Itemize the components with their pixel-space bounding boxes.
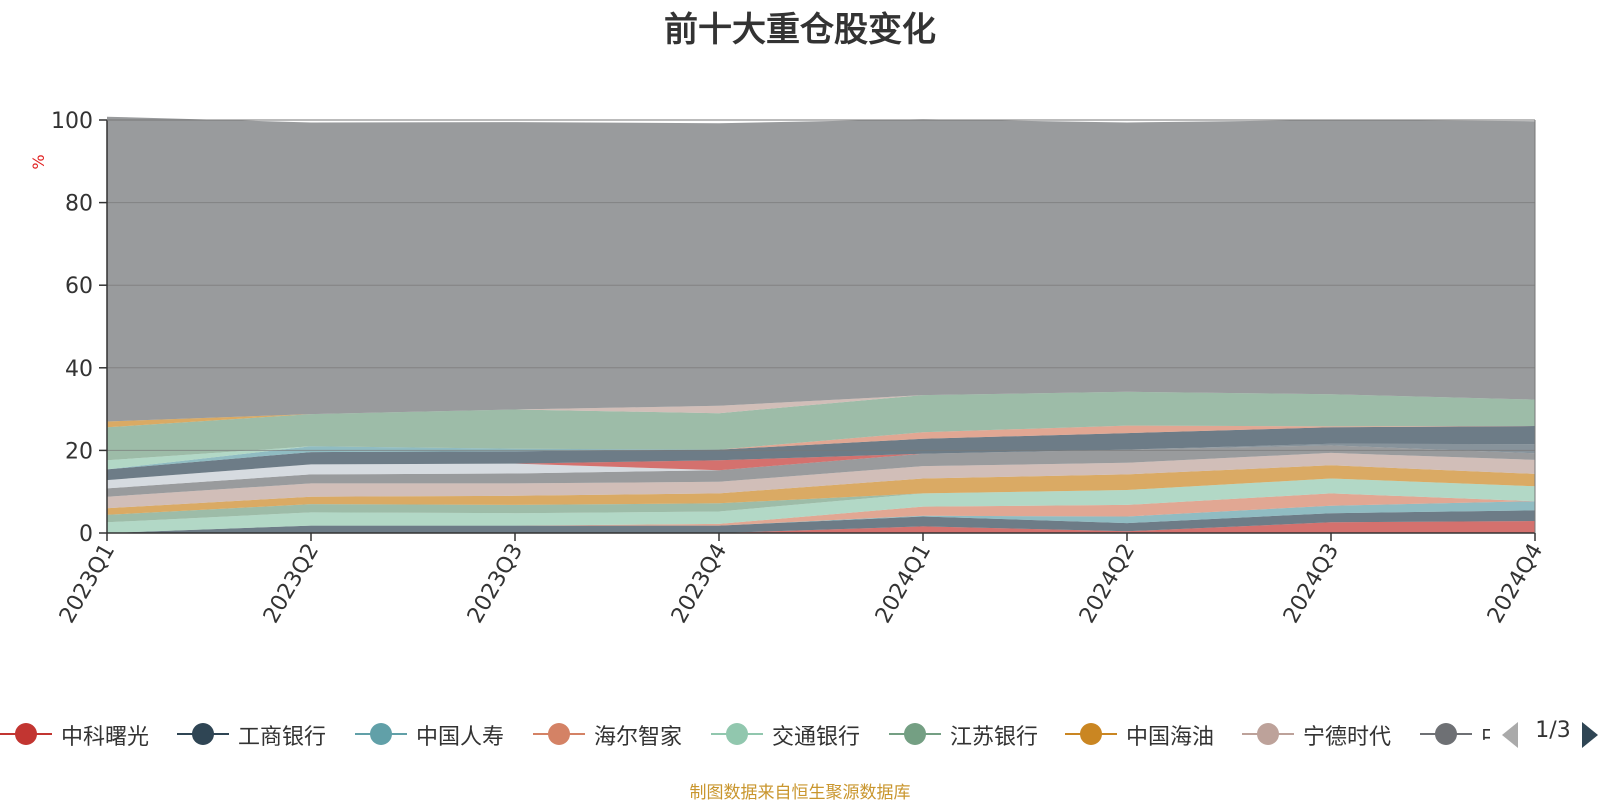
y-axis-unit-label: % (29, 154, 48, 169)
y-tick-label: 100 (51, 109, 93, 134)
legend-marker-icon (1242, 723, 1294, 745)
legend-prev-page-icon[interactable] (1500, 720, 1520, 750)
series-area-20 (107, 116, 1535, 422)
legend-marker-icon (711, 723, 763, 745)
legend-marker-icon (1420, 723, 1472, 745)
legend-label: 中国平安 (1481, 719, 1490, 751)
series-area-17 (107, 391, 1535, 461)
legend-marker-icon (1065, 723, 1117, 745)
series-area-7 (107, 465, 1535, 515)
legend-next-page-icon[interactable] (1580, 720, 1600, 750)
legend-marker-icon (533, 723, 585, 745)
legend-label: 中科曙光 (61, 725, 150, 750)
series-area-12 (107, 443, 1535, 481)
x-tick-label: 2023Q1 (55, 540, 120, 628)
legend: 中科曙光 工商银行 中国人寿 海尔智家 交通银行 江苏银行 中国海油 宁德时代 中国平安 (0, 714, 1490, 754)
series-area-3 (107, 501, 1535, 533)
y-tick-label: 20 (65, 439, 93, 464)
legend-marker-icon (177, 723, 229, 745)
legend-label: 中国海油 (1126, 725, 1215, 750)
series-area-14 (107, 426, 1535, 470)
legend-label: 工商银行 (238, 725, 327, 750)
legend-label: 宁德时代 (1303, 725, 1392, 750)
legend-page-indicator: 1/3 (1535, 718, 1571, 743)
legend-label: 海尔智家 (594, 725, 683, 750)
series-area-5 (107, 478, 1535, 533)
y-tick-label: 60 (65, 274, 93, 299)
legend-marker-icon (355, 723, 407, 745)
x-tick-label: 2023Q4 (667, 540, 732, 628)
y-tick-label: 40 (65, 357, 93, 382)
legend-label: 中国人寿 (416, 725, 505, 750)
source-note: 制图数据来自恒生聚源数据库 (689, 783, 911, 803)
series-area-11 (107, 443, 1535, 489)
series-area-9 (107, 445, 1535, 497)
chart-title: 前十大重仓股变化 (664, 10, 936, 50)
y-tick-label: 0 (79, 522, 93, 547)
x-tick-label: 2024Q2 (1075, 540, 1140, 628)
y-tick-label: 80 (65, 192, 93, 217)
series-area-6 (107, 478, 1535, 523)
legend-label: 江苏银行 (950, 725, 1039, 750)
series-area-1 (107, 521, 1535, 533)
x-tick-label: 2023Q3 (463, 540, 528, 628)
legend-marker-icon (0, 723, 52, 745)
series-area-2 (107, 510, 1535, 533)
x-tick-label: 2024Q4 (1483, 540, 1548, 628)
x-tick-label: 2024Q1 (871, 540, 936, 628)
series-area-4 (107, 493, 1535, 533)
stacked-area-chart: 0 20 40 60 80 100 2023Q1 2023Q2 2023Q3 2023Q4 2024… (29, 109, 1548, 628)
series-areas (107, 116, 1535, 533)
x-tick-label: 2024Q3 (1279, 540, 1344, 628)
x-tick-label: 2023Q2 (259, 540, 324, 628)
legend-label: 交通银行 (772, 725, 861, 750)
series-area-13 (107, 426, 1535, 481)
legend-marker-icon (889, 723, 941, 745)
series-area-8 (107, 452, 1535, 509)
